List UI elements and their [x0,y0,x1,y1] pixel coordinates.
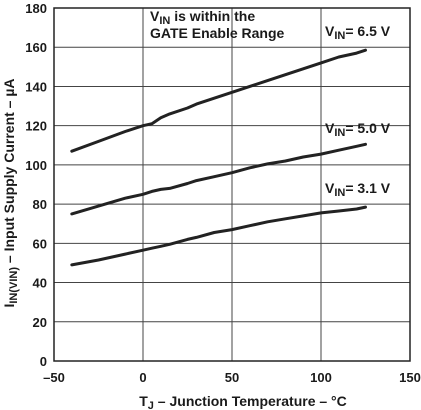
x-tick-label-0: –50 [43,370,65,385]
plot-border [53,7,411,362]
y-tick-label-8: 160 [25,40,47,55]
y-tick-label-1: 20 [33,315,47,330]
series-line-1 [70,142,367,216]
annotation-line-2: GATE Enable Range [150,25,285,41]
series-lines [70,48,367,267]
y-tick-label-9: 180 [25,1,47,16]
x-tick-label-3: 100 [310,370,332,385]
x-axis-title: TJ – Junction Temperature – °C [139,393,347,410]
y-tick-label-5: 100 [25,158,47,173]
series-label-0: VIN= 6.5 V [325,23,391,42]
x-tick-label-2: 50 [225,370,239,385]
y-tick-label-3: 60 [33,236,47,251]
plot-frame [53,7,411,362]
series-label-2: VIN= 3.1 V [325,180,391,199]
y-tick-label-0: 0 [40,354,47,369]
y-axis-title: IIN(VIN) – Input Supply Current – µA [1,78,20,307]
series-line-0 [70,48,367,153]
series-labels: VIN= 6.5 V VIN= 5.0 V VIN= 3.1 V [325,23,391,199]
y-tick-label-6: 120 [25,119,47,134]
x-tick-label-4: 150 [399,370,421,385]
y-tick-label-4: 80 [33,197,47,212]
series-line-2 [70,205,367,267]
y-tick-label-2: 40 [33,276,47,291]
y-tick-label-7: 140 [25,79,47,94]
series-label-1: VIN= 5.0 V [325,120,391,139]
x-tick-label-1: 0 [139,370,146,385]
annotation-line-1: VIN is within the [150,8,255,27]
